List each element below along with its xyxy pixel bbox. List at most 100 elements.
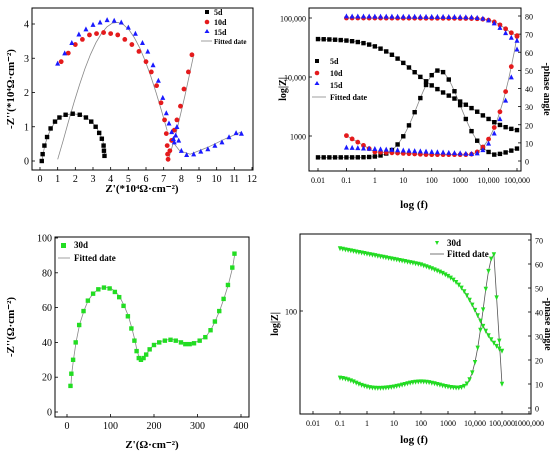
panel-3-xtick: 400 <box>234 421 249 432</box>
panel-1-xtick: 10 <box>212 174 222 185</box>
point-circle <box>480 144 486 150</box>
point-30d <box>107 286 112 291</box>
panel-4-y2tick: 60 <box>535 261 543 270</box>
point-square <box>332 37 338 42</box>
panel-1-xtick: 9 <box>197 174 202 185</box>
point-30d-mag <box>445 273 451 279</box>
point-square <box>463 102 469 107</box>
point-10d <box>171 127 177 133</box>
panel-1-ytick: 4 <box>24 20 29 31</box>
point-triangle <box>389 146 395 152</box>
point-30d <box>203 334 208 340</box>
point-30d-mag <box>453 279 459 285</box>
panel-2-ytick: 100,000 <box>280 15 306 24</box>
point-triangle <box>440 149 446 155</box>
point-square <box>429 83 434 88</box>
legend-30d-marker <box>61 243 66 248</box>
point-10d <box>115 32 121 38</box>
panel-2-y2tick: 50 <box>525 67 533 76</box>
point-triangle <box>451 14 457 20</box>
point-square <box>446 77 451 82</box>
point-10d <box>143 59 149 65</box>
panel-2-y2tick: 30 <box>525 103 533 112</box>
legend-fit-label: Fitted date <box>74 253 116 263</box>
point-triangle <box>366 145 372 151</box>
fit-line-10d-tail <box>168 54 195 158</box>
point-triangle <box>378 146 384 152</box>
point-5d <box>93 124 98 129</box>
point-triangle <box>429 148 435 154</box>
point-square <box>429 72 434 78</box>
point-30d <box>141 355 146 361</box>
point-triangle <box>395 147 401 153</box>
point-30d-phase <box>499 381 505 387</box>
point-triangle <box>457 150 463 156</box>
panel-4-xtick: 0.1 <box>335 419 345 428</box>
point-square <box>327 37 332 42</box>
panel-4-ytick: 100 <box>285 308 297 317</box>
point-square <box>372 44 378 49</box>
panel-2-ytick: 1000 <box>290 133 306 142</box>
point-30d-phase <box>470 370 475 376</box>
point-15d <box>174 123 180 129</box>
point-30d-phase <box>491 252 497 258</box>
point-triangle <box>508 34 514 40</box>
point-30d <box>85 298 91 303</box>
point-square <box>378 153 383 158</box>
point-30d <box>138 357 144 362</box>
point-15d <box>62 50 68 56</box>
point-square <box>361 155 366 160</box>
panel-2-y2tick: 60 <box>525 49 533 58</box>
panel-2-xtick: 100 <box>426 176 438 185</box>
point-30d-phase <box>489 256 494 262</box>
point-10d <box>174 117 180 123</box>
point-30d-phase <box>472 359 478 365</box>
point-triangle <box>429 13 435 19</box>
point-square <box>321 37 326 42</box>
point-triangle <box>412 148 418 154</box>
legend-15d-marker <box>204 29 210 33</box>
panel-4-legend: 30d Fitted date <box>430 238 489 259</box>
point-5d <box>40 151 45 157</box>
point-30d-mag <box>483 328 488 334</box>
point-triangle <box>503 30 509 36</box>
point-30d-phase <box>456 385 461 391</box>
point-15d <box>97 19 103 25</box>
point-square <box>401 60 406 66</box>
panel-4-ylabel: log|Z| <box>270 312 281 336</box>
point-30d <box>129 326 134 331</box>
point-triangle <box>514 37 520 43</box>
point-triangle <box>400 147 406 153</box>
point-5d <box>39 158 44 164</box>
point-30d <box>90 291 96 296</box>
point-15d <box>226 134 232 140</box>
point-15d <box>155 77 161 83</box>
panel-1-xtick: 8 <box>179 174 184 185</box>
panel-4-xtick: 100,000 <box>489 419 515 428</box>
point-triangle <box>366 13 372 19</box>
point-15d <box>169 129 175 135</box>
panel-2-y2tick: 40 <box>525 85 533 94</box>
point-15d <box>238 130 244 136</box>
point-30d-mag <box>499 348 505 354</box>
point-30d <box>112 289 118 295</box>
panel-3-xtick: 100 <box>103 421 118 432</box>
point-30d-phase <box>486 268 491 274</box>
point-30d-phase <box>467 377 472 383</box>
point-15d <box>83 26 89 32</box>
panel-2-y2tick: 0 <box>525 158 529 167</box>
panel-1-ytick: 3 <box>24 54 29 65</box>
point-30d <box>96 287 101 292</box>
panel-4-y2tick: 0 <box>535 405 539 414</box>
panel-2-y2label: -phase angle <box>541 62 550 116</box>
panel-4-xtick: 1000 <box>440 419 456 428</box>
point-30d <box>168 337 173 342</box>
point-square <box>457 99 463 104</box>
point-square <box>378 46 383 51</box>
point-square <box>475 138 480 143</box>
point-triangle <box>486 140 492 146</box>
point-30d <box>173 338 178 343</box>
point-15d <box>166 120 172 126</box>
panel-3-legend: 30d Fitted date <box>58 240 116 263</box>
